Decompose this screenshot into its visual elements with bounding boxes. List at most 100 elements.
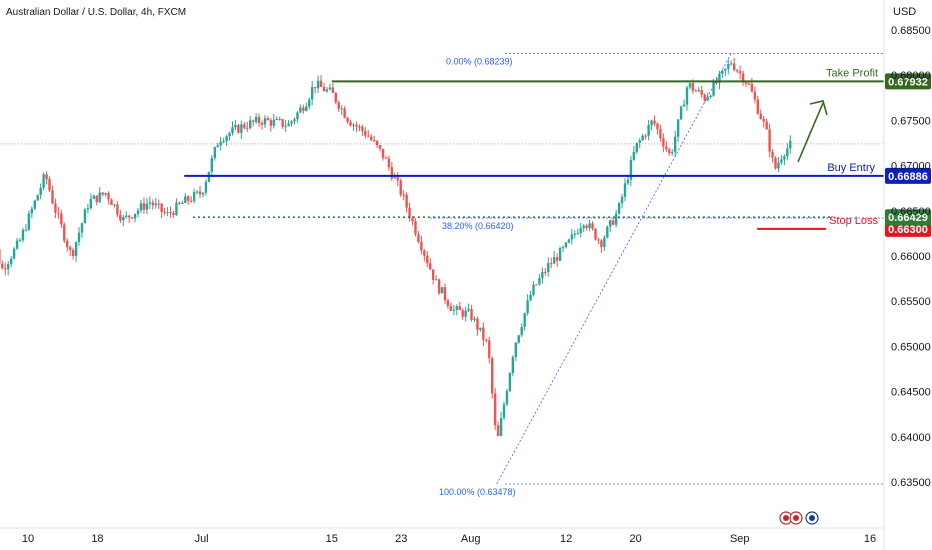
candle-body: [532, 284, 535, 295]
candle-body: [21, 229, 25, 241]
time-tick-label: Sep: [730, 533, 750, 545]
candle-body: [163, 211, 166, 213]
price-tick-label: 0.64500: [891, 387, 931, 399]
candle-body: [733, 63, 736, 71]
candle-body: [63, 224, 66, 241]
candle-body: [511, 356, 515, 374]
candle-body: [169, 212, 172, 214]
candle-body: [12, 248, 16, 259]
candle-body: [237, 125, 240, 133]
candle-body: [293, 119, 296, 122]
candle-body: [145, 203, 149, 210]
candle-body: [479, 327, 482, 330]
time-tick-label: 20: [629, 533, 641, 545]
candle-body: [4, 268, 7, 270]
candle-body: [676, 119, 680, 137]
candle-body: [77, 232, 81, 242]
candle-body: [290, 121, 293, 124]
candle-body: [641, 135, 644, 141]
fibonacci-level-label: 100.00% (0.63478): [439, 487, 516, 497]
level-price-badge[interactable]: [885, 209, 931, 226]
candle-body: [139, 203, 143, 211]
candle-body: [133, 213, 137, 219]
candle-body: [36, 195, 39, 201]
candle-body: [440, 287, 444, 294]
candle-body: [750, 83, 754, 92]
candle-body: [774, 157, 777, 169]
candle-body: [523, 313, 526, 327]
candle-body: [789, 140, 792, 149]
candle-body: [665, 146, 668, 150]
candle-body: [213, 147, 216, 159]
candle-body: [24, 229, 28, 231]
candle-body: [305, 106, 308, 111]
time-tick-label: 23: [395, 533, 407, 545]
economic-event-flag-dot: [793, 515, 799, 521]
levels-layer: Take Profit 0.67932 Buy Entry 0.66886 Stop L…: [0, 67, 931, 237]
candle-body: [617, 203, 621, 214]
candle-body: [609, 220, 612, 227]
candle-body: [706, 97, 709, 101]
level-price-badge[interactable]: [885, 73, 931, 90]
candle-body: [107, 193, 110, 200]
candle-body: [80, 223, 84, 233]
candle-body: [387, 158, 391, 168]
time-tick-label: Aug: [461, 533, 481, 545]
candle-body: [246, 127, 249, 129]
candle-body: [620, 196, 624, 204]
candle-body: [623, 183, 627, 197]
candle-body: [405, 194, 408, 208]
candle-body: [446, 300, 450, 306]
candle-body: [709, 95, 712, 98]
candle-body: [254, 117, 258, 122]
candle-body: [92, 195, 95, 199]
candle-body: [370, 136, 373, 141]
price-axis[interactable]: 0.68500 0.68000 0.67500 0.67000 0.66500 0.660…: [883, 0, 931, 550]
candle-body: [33, 200, 36, 209]
candle-body: [756, 99, 760, 114]
candle-body: [517, 335, 520, 343]
candle-body: [659, 129, 662, 139]
candle-body: [281, 119, 284, 127]
fibonacci-level-label: 38.20% (0.66420): [442, 221, 514, 231]
candle-body: [340, 108, 343, 110]
level-label: Stop Loss: [829, 215, 878, 227]
candle-body: [420, 241, 423, 251]
candle-body: [402, 194, 405, 196]
candle-body: [700, 90, 703, 95]
candle-body: [437, 279, 441, 294]
candle-body: [296, 112, 299, 120]
candle-body: [319, 80, 323, 87]
candle-body: [219, 141, 222, 146]
candle-body: [51, 190, 54, 204]
time-axis[interactable]: 10 18 Jul 15 23 Aug 12 20 Sep 16: [0, 511, 884, 545]
fibonacci-level-label: 0.00% (0.68239): [446, 57, 513, 67]
candle-body: [361, 126, 364, 132]
candle-body: [328, 87, 332, 90]
candle-body: [375, 140, 379, 146]
currency-label[interactable]: USD: [893, 6, 916, 18]
candle-body: [240, 124, 243, 133]
candle-body: [691, 83, 695, 91]
price-tick-label: 0.68500: [891, 25, 931, 37]
candle-body: [535, 284, 538, 286]
candle-body: [266, 118, 270, 121]
candle-body: [302, 107, 305, 111]
projection-arrow-line: [797, 102, 824, 163]
candle-body: [27, 213, 31, 230]
candle-body: [576, 233, 579, 235]
level-price-badge[interactable]: [885, 167, 931, 184]
candle-body: [464, 310, 467, 317]
candle-body: [783, 156, 786, 160]
candle-body: [86, 208, 90, 210]
candle-body: [777, 162, 780, 169]
candle-body: [570, 234, 574, 240]
candle-body: [113, 204, 116, 206]
candle-body: [225, 136, 228, 142]
candle-body: [98, 192, 101, 203]
candle-body: [74, 241, 78, 256]
candle-body: [629, 159, 633, 180]
candle-body: [83, 209, 87, 224]
candle-body: [547, 263, 550, 273]
